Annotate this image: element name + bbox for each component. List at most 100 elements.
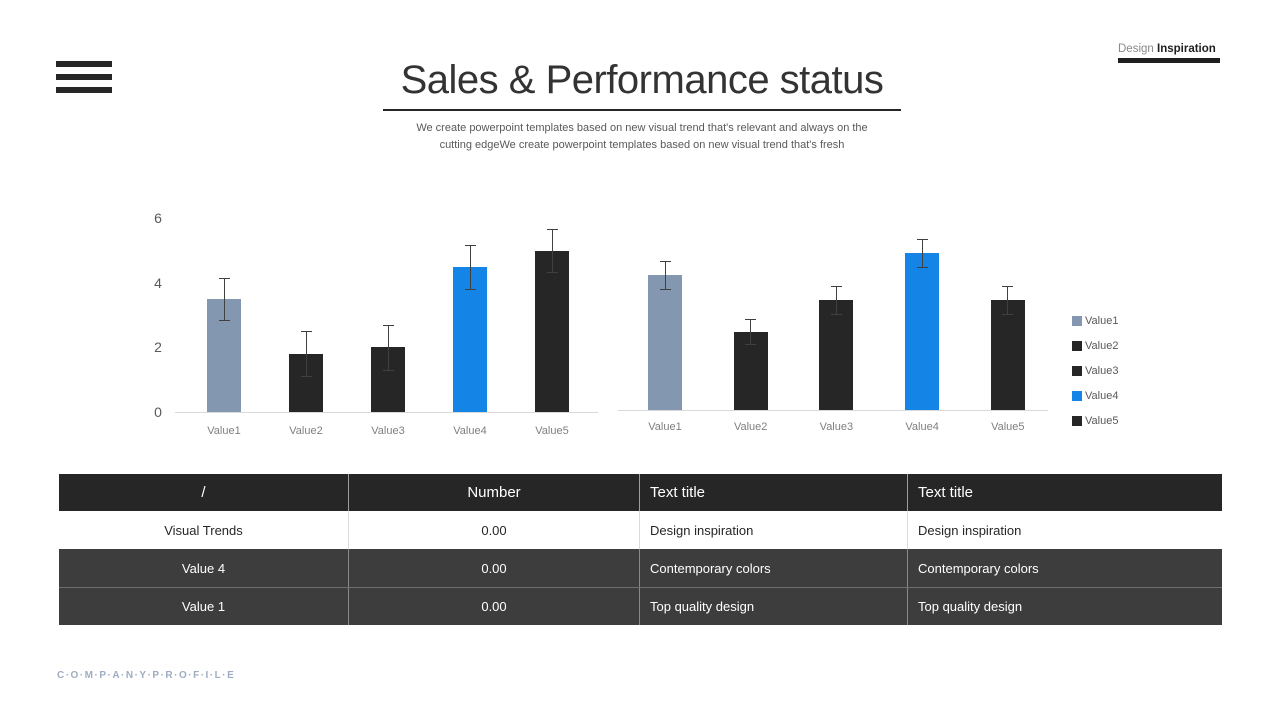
table-cell: Value 1 xyxy=(59,588,349,625)
error-bar-cap-top xyxy=(830,285,842,287)
error-bar-cap-bottom xyxy=(745,344,757,346)
error-bar-cap-top xyxy=(659,260,671,262)
x-axis-label-value4: Value4 xyxy=(905,421,939,433)
legend-label: Value4 xyxy=(1085,389,1119,402)
error-bar-cap-top xyxy=(745,318,757,320)
bar-value4 xyxy=(905,253,940,410)
menu-bar xyxy=(56,87,112,93)
table-cell: 0.00 xyxy=(349,511,640,549)
bar-value5 xyxy=(990,300,1025,410)
legend-item-value5: Value5 xyxy=(1072,408,1118,433)
legend-swatch xyxy=(1072,415,1082,426)
table-cell: Value 4 xyxy=(59,549,349,587)
bar-value1 xyxy=(648,274,682,410)
x-axis-label-value3: Value3 xyxy=(371,425,405,437)
legend-item-value4: Value4 xyxy=(1072,383,1118,408)
error-bar xyxy=(387,324,389,370)
table-cell: Contemporary colors xyxy=(918,560,1039,576)
table-header-cell: Text title xyxy=(640,474,908,511)
brand-light-text: Design xyxy=(1118,43,1154,55)
x-axis-label-value3: Value3 xyxy=(819,421,854,433)
legend-item-value2: Value2 xyxy=(1072,333,1118,358)
table-row: Visual Trends 0.00 Design inspiration Desig… xyxy=(59,511,1222,549)
error-bar-cap-top xyxy=(382,324,394,326)
legend-item-value3: Value3 xyxy=(1072,358,1118,383)
error-bar-cap-top xyxy=(916,238,928,240)
table-header-cell: / xyxy=(59,474,349,511)
menu-bar xyxy=(56,74,112,80)
error-bar xyxy=(1007,285,1009,315)
page-title: Sales & Performance status xyxy=(400,58,884,102)
table-cell: 0.00 xyxy=(349,549,640,587)
table-header-row: / Number Text title Text title xyxy=(59,474,1222,511)
x-axis-label-value5: Value5 xyxy=(991,421,1025,433)
y-tick-label: 2 xyxy=(154,339,162,356)
bar-chart-left: 0 2 4 6 Value1 Value2 Value3 Value4 Value5 xyxy=(150,205,615,450)
error-bar xyxy=(305,331,307,377)
legend-swatch xyxy=(1072,390,1082,401)
x-axis-label-value2: Value2 xyxy=(733,421,768,433)
table-row: Value 1 0.00 Top quality design Top quality… xyxy=(59,587,1222,625)
bar-value5 xyxy=(535,250,569,412)
x-axis-line xyxy=(618,410,1048,411)
table-cell: Visual Trends xyxy=(59,511,349,549)
y-tick-label: 6 xyxy=(154,210,162,227)
error-bar-cap-bottom xyxy=(546,272,558,274)
error-bar-cap-bottom xyxy=(382,370,394,371)
x-axis-label-value4: Value4 xyxy=(453,425,487,437)
x-axis-label-value1: Value1 xyxy=(648,421,682,433)
error-bar-cap-top xyxy=(546,228,558,230)
subtitle: We create powerpoint templates based on … xyxy=(352,120,932,154)
error-bar-cap-bottom xyxy=(916,267,928,269)
error-bar xyxy=(664,260,666,290)
data-table: / Number Text title Text title Visual Trends… xyxy=(59,474,1222,625)
error-bar xyxy=(921,238,923,268)
error-bar-cap-top xyxy=(300,331,312,333)
legend-swatch xyxy=(1072,340,1082,351)
legend-swatch xyxy=(1072,365,1082,376)
legend-label: Value5 xyxy=(1085,414,1119,427)
table-cell: Design inspiration xyxy=(640,511,908,549)
table-header-cell: Number xyxy=(349,474,640,511)
brand: Design Inspiration xyxy=(1118,43,1224,63)
error-bar-cap-bottom xyxy=(218,319,230,321)
error-bar-cap-bottom xyxy=(300,376,312,378)
bar-value3 xyxy=(819,300,854,410)
error-bar-cap-top xyxy=(218,277,230,279)
company-profile: C·O·M·P·A·N·Y·P·R·O·F·I·L·E xyxy=(57,670,236,681)
chart-legend: Value1 Value2 Value3 Value4 Value5 xyxy=(1072,308,1118,433)
error-bar-cap-bottom xyxy=(659,289,671,291)
table-cell: Top quality design xyxy=(640,588,908,625)
y-tick-label: 4 xyxy=(154,274,162,291)
table-header-cell: Text title xyxy=(918,484,974,501)
error-bar-cap-bottom xyxy=(1002,314,1014,316)
table-cell: Design inspiration xyxy=(918,522,1022,538)
x-axis-label-value2: Value2 xyxy=(289,425,323,437)
error-bar xyxy=(835,285,837,315)
y-tick-label: 0 xyxy=(154,404,162,420)
error-bar-cap-top xyxy=(1002,285,1014,287)
error-bar-cap-bottom xyxy=(830,314,842,316)
legend-label: Value1 xyxy=(1085,314,1119,327)
legend-label: Value3 xyxy=(1085,364,1119,377)
error-bar xyxy=(551,228,553,273)
legend-label: Value2 xyxy=(1085,339,1119,352)
error-bar xyxy=(750,318,752,345)
error-bar-cap-top xyxy=(464,244,476,246)
error-bar-cap-bottom xyxy=(464,288,476,290)
subtitle-line1: We create powerpoint templates based on … xyxy=(416,122,868,134)
table-cell: 0.00 xyxy=(349,588,640,625)
legend-item-value1: Value1 xyxy=(1072,308,1118,333)
title-block: Sales & Performance status We create pow… xyxy=(352,56,932,154)
menu-icon[interactable] xyxy=(56,61,112,93)
bar-chart-right: Value1 Value2 Value3 Value4 Value5 xyxy=(615,205,1060,450)
brand-bold-text: Inspiration xyxy=(1157,43,1216,55)
table-cell: Contemporary colors xyxy=(640,549,908,587)
menu-bar xyxy=(56,61,112,67)
x-axis-label-value5: Value5 xyxy=(535,425,569,437)
brand-underline xyxy=(1118,58,1220,63)
bar-value4 xyxy=(453,266,487,412)
legend-swatch xyxy=(1072,315,1082,326)
title-underline xyxy=(383,109,901,111)
